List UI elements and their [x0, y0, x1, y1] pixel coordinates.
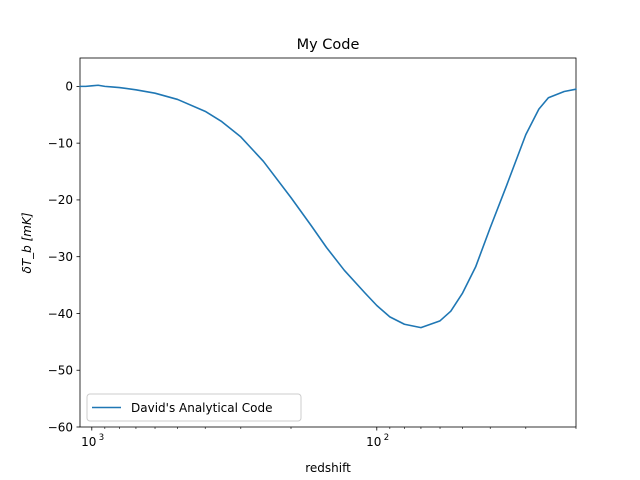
series-line: [79, 84, 577, 329]
y-axis: 0 −10 −20 −30 −40 −50 −60: [48, 80, 80, 434]
y-tick-label: −40: [48, 307, 73, 321]
y-tick-label: −30: [48, 250, 73, 264]
chart-title: My Code: [297, 37, 360, 53]
x-axis: 10 3 10 2: [81, 427, 577, 449]
y-axis-label: δT_b [mK]: [20, 212, 34, 273]
x-tick-exponent: 3: [99, 433, 104, 443]
x-tick-exponent: 2: [384, 433, 389, 443]
legend-entry-label: David's Analytical Code: [131, 401, 272, 415]
x-tick-label: 10: [366, 435, 381, 449]
plot-area: [79, 57, 577, 428]
y-tick-label: 0: [65, 80, 73, 94]
y-tick-label: −20: [48, 193, 73, 207]
x-axis-label: redshift: [305, 461, 351, 475]
y-tick-label: −10: [48, 136, 73, 150]
series-layer: [79, 84, 577, 329]
y-tick-label: −50: [48, 364, 73, 378]
x-tick-label: 10: [81, 435, 96, 449]
axes-frame: [79, 57, 577, 428]
legend-box: [86, 393, 302, 422]
y-tick-label: −60: [48, 420, 73, 434]
legend: David's Analytical Code: [86, 393, 302, 422]
